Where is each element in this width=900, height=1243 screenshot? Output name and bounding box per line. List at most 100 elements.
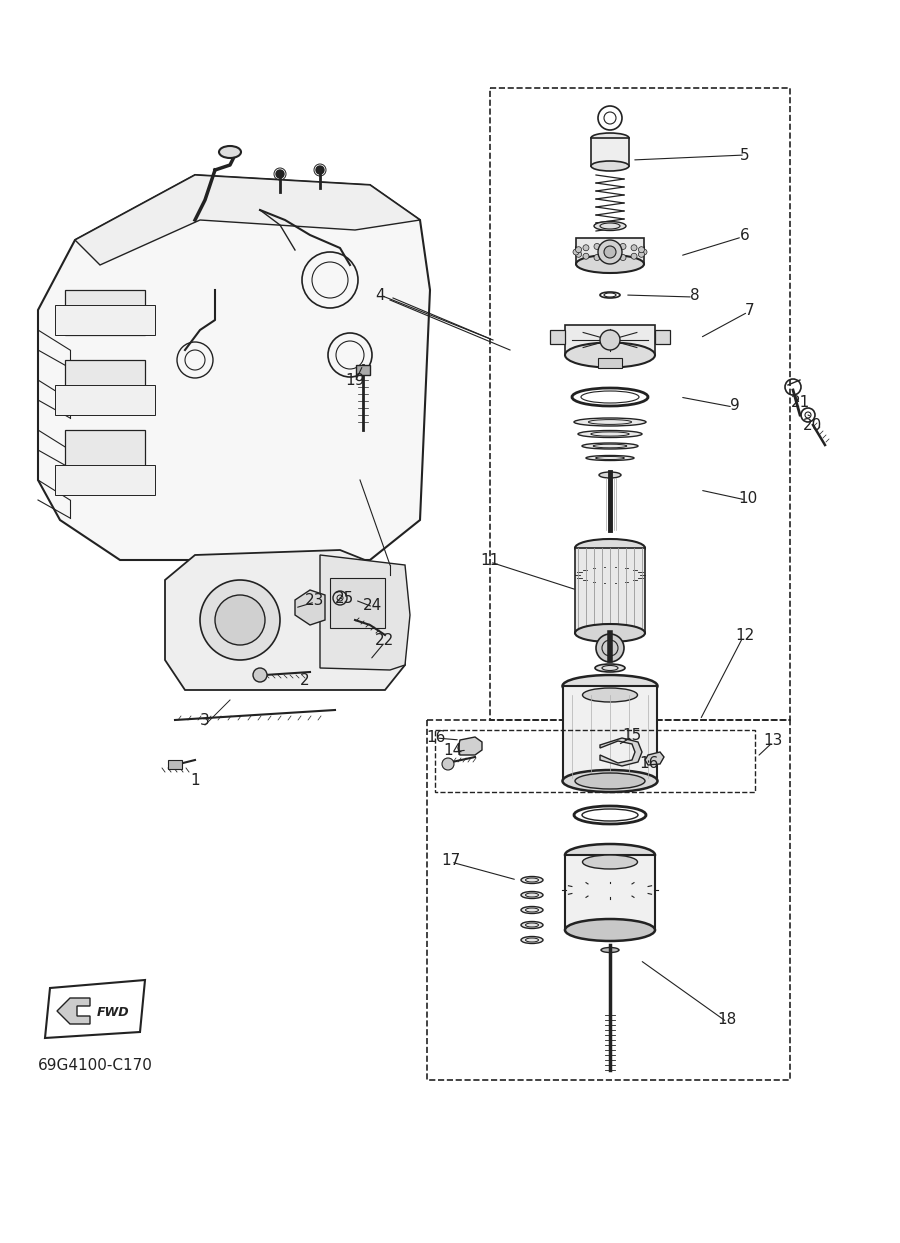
Circle shape <box>573 249 579 255</box>
Ellipse shape <box>576 239 644 257</box>
Ellipse shape <box>521 936 543 943</box>
Bar <box>565 855 655 930</box>
Text: 22: 22 <box>375 633 394 648</box>
Circle shape <box>641 249 647 255</box>
Bar <box>55 385 155 415</box>
Ellipse shape <box>586 455 634 460</box>
Ellipse shape <box>575 539 645 557</box>
Text: 13: 13 <box>763 732 783 747</box>
Circle shape <box>596 634 624 663</box>
Bar <box>565 324 655 355</box>
Ellipse shape <box>521 891 543 899</box>
Circle shape <box>576 246 581 252</box>
Ellipse shape <box>591 162 629 172</box>
Text: 24: 24 <box>364 598 382 613</box>
Polygon shape <box>38 175 430 561</box>
Text: 11: 11 <box>481 552 500 568</box>
Ellipse shape <box>575 773 645 789</box>
Ellipse shape <box>521 906 543 914</box>
Bar <box>330 578 385 628</box>
Text: 15: 15 <box>623 727 642 742</box>
Ellipse shape <box>521 876 543 884</box>
Ellipse shape <box>219 145 241 158</box>
Text: 1: 1 <box>190 772 200 788</box>
Text: FWD: FWD <box>96 1006 130 1018</box>
Circle shape <box>583 245 589 251</box>
Circle shape <box>620 244 626 250</box>
Bar <box>655 329 670 344</box>
Ellipse shape <box>562 769 658 792</box>
Bar <box>55 305 155 336</box>
Ellipse shape <box>594 221 626 230</box>
Text: 7: 7 <box>745 302 755 317</box>
Circle shape <box>594 244 600 250</box>
Circle shape <box>316 167 324 174</box>
Ellipse shape <box>582 855 637 869</box>
Polygon shape <box>57 998 90 1024</box>
Ellipse shape <box>582 687 637 702</box>
Bar <box>598 358 622 368</box>
Bar <box>576 237 644 264</box>
Text: 9: 9 <box>730 398 740 413</box>
Polygon shape <box>75 175 420 265</box>
Ellipse shape <box>595 664 625 672</box>
Circle shape <box>200 580 280 660</box>
Text: 5: 5 <box>740 148 750 163</box>
Ellipse shape <box>562 675 658 697</box>
Ellipse shape <box>599 472 621 479</box>
Text: 17: 17 <box>441 853 461 868</box>
Circle shape <box>638 251 644 257</box>
Polygon shape <box>165 549 405 690</box>
Text: 12: 12 <box>735 628 754 643</box>
Bar <box>356 365 370 375</box>
Text: 69G4100-C170: 69G4100-C170 <box>38 1058 152 1073</box>
Ellipse shape <box>576 255 644 273</box>
Ellipse shape <box>565 327 655 353</box>
Text: 16: 16 <box>427 730 446 745</box>
Text: 14: 14 <box>444 742 463 757</box>
Text: 16: 16 <box>639 756 659 771</box>
Text: 25: 25 <box>335 590 354 605</box>
Circle shape <box>583 254 589 260</box>
Circle shape <box>598 240 622 264</box>
Text: 4: 4 <box>375 287 385 302</box>
Circle shape <box>620 255 626 261</box>
Text: 8: 8 <box>690 287 700 302</box>
Ellipse shape <box>521 921 543 929</box>
Circle shape <box>215 595 265 645</box>
Ellipse shape <box>574 418 646 426</box>
Bar <box>591 138 629 167</box>
Bar <box>563 686 657 781</box>
Polygon shape <box>45 979 145 1038</box>
Text: 2: 2 <box>301 672 310 687</box>
Ellipse shape <box>565 919 655 941</box>
Text: 23: 23 <box>305 593 325 608</box>
Circle shape <box>594 255 600 261</box>
Bar <box>65 290 145 336</box>
Bar <box>65 360 145 410</box>
Bar <box>427 720 790 1080</box>
Ellipse shape <box>575 624 645 641</box>
Circle shape <box>638 246 644 252</box>
Polygon shape <box>320 556 410 670</box>
Bar <box>168 759 182 769</box>
Text: 3: 3 <box>200 712 210 727</box>
Bar <box>490 88 790 720</box>
Circle shape <box>576 251 581 257</box>
Circle shape <box>607 255 613 261</box>
Circle shape <box>631 245 637 251</box>
Text: 10: 10 <box>738 491 758 506</box>
Ellipse shape <box>565 343 655 368</box>
Text: 19: 19 <box>346 373 365 388</box>
Circle shape <box>442 758 454 769</box>
Bar <box>435 730 755 792</box>
Text: 21: 21 <box>790 394 810 409</box>
Circle shape <box>631 254 637 260</box>
Bar <box>55 465 155 495</box>
Bar <box>65 430 145 480</box>
Polygon shape <box>295 590 325 625</box>
Ellipse shape <box>601 947 619 952</box>
Text: 6: 6 <box>740 227 750 242</box>
Text: 18: 18 <box>717 1013 736 1028</box>
Polygon shape <box>600 738 642 766</box>
